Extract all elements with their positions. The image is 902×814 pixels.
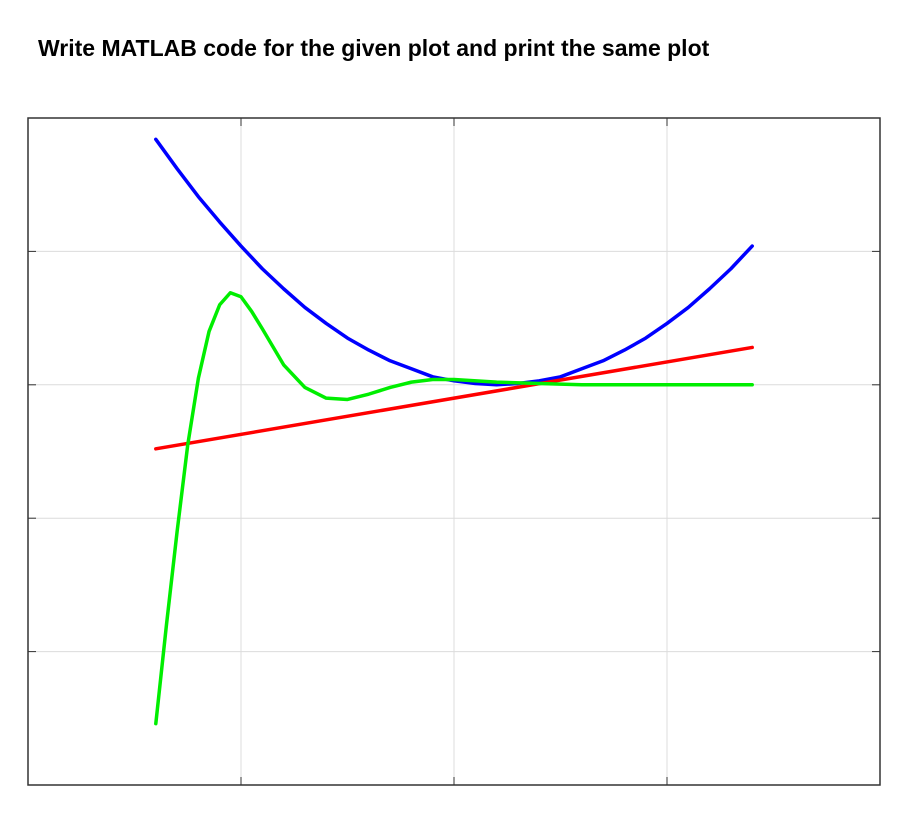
chart-title: Write MATLAB code for the given plot and… (38, 35, 710, 61)
axes-box (27, 117, 881, 786)
line-series (154, 345, 754, 451)
line-series (154, 291, 754, 726)
